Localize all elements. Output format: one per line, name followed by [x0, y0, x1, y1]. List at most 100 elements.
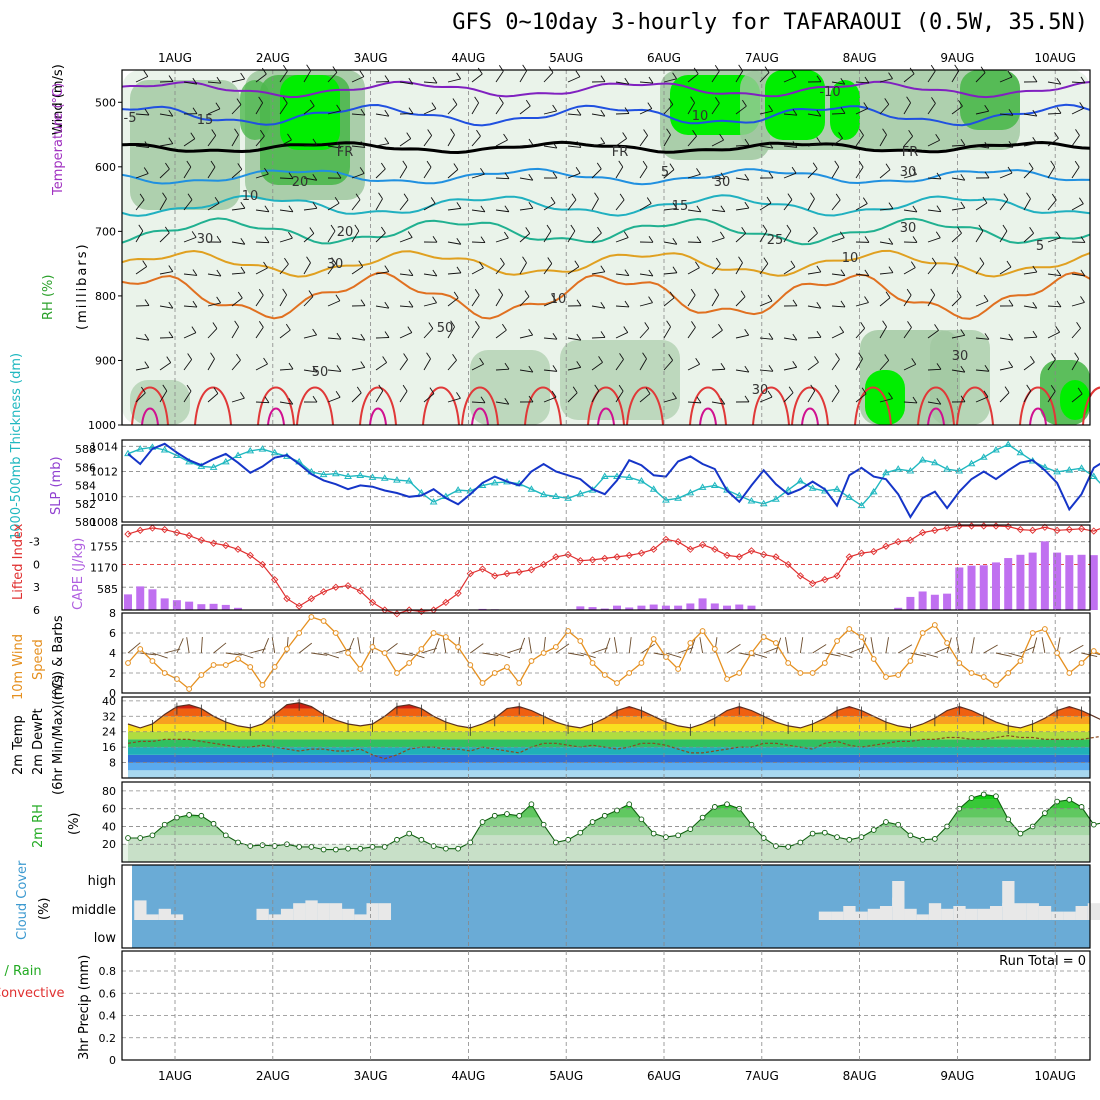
- wind-barb: [615, 81, 629, 85]
- wind-barb-flag: [285, 323, 291, 331]
- rh-marker: [993, 793, 999, 800]
- wind-barb: [255, 241, 270, 244]
- wind-speed-marker: [455, 644, 461, 650]
- lifted-index-marker: [527, 566, 536, 574]
- wind-barb: [615, 332, 628, 339]
- wind-barb-flag: [384, 137, 390, 144]
- wind-barb: [1071, 203, 1084, 211]
- thickness-marker: [833, 485, 841, 492]
- wind-barb: [351, 392, 362, 403]
- date-label-top: 3AUG: [354, 51, 388, 65]
- wind-barb: [807, 142, 821, 147]
- wind-barb: [255, 267, 268, 275]
- thickness-marker: [979, 453, 988, 460]
- wind-ylabel-line3: (m/s) & Barbs: [51, 615, 66, 705]
- wind-barb-10m: [213, 642, 227, 654]
- rh-marker: [504, 811, 510, 817]
- wind-barb-flag: [600, 265, 606, 273]
- contour-label: -5: [124, 111, 137, 126]
- wind-barb-flag: [647, 102, 653, 109]
- wind-speed-marker: [247, 664, 254, 670]
- thickness-marker: [674, 494, 683, 501]
- wind-barb: [639, 393, 651, 403]
- wind-barb-flag: [840, 77, 846, 85]
- cape-bar: [172, 600, 181, 610]
- thickness-tick: 580: [75, 516, 96, 529]
- lifted-index-tick: 0: [33, 558, 40, 571]
- wind-barb: [1071, 273, 1085, 277]
- wind-barb-flag: [768, 171, 774, 179]
- wind-barb: [207, 328, 218, 339]
- wind-barb-flag: [164, 226, 170, 234]
- wind-barb-flag: [744, 365, 750, 373]
- thickness-marker: [380, 474, 389, 481]
- rh-marker: [247, 843, 254, 849]
- wind-barb: [591, 198, 599, 211]
- date-label-bottom: 2AUG: [256, 1069, 290, 1083]
- lifted-index-marker: [796, 572, 805, 580]
- wind-barb-flag: [984, 104, 990, 112]
- wind-barb-flag: [859, 129, 864, 136]
- wind-barb: [975, 337, 989, 340]
- wind-barb-flag: [430, 197, 436, 204]
- cloud-middle-bar: [256, 908, 269, 920]
- wind-barb-10m: [763, 646, 779, 654]
- rh-shading: [930, 330, 990, 425]
- wind-barb-flag: [669, 291, 675, 299]
- wind-barb-flag: [309, 99, 315, 107]
- thickness-marker: [735, 491, 744, 499]
- wind-barb-flag: [936, 205, 942, 212]
- wind-speed-marker: [944, 640, 950, 646]
- wind-barb-10m: [335, 648, 352, 654]
- cloud-high-bar: [892, 881, 905, 907]
- contour-label: 10: [692, 109, 709, 124]
- lifted-index-marker: [234, 545, 242, 553]
- wind-barb-flag: [576, 361, 582, 368]
- wind-barb: [231, 272, 245, 275]
- wind-barb-flag: [144, 299, 150, 306]
- wind-barb-flag: [406, 132, 412, 139]
- rh-marker: [883, 819, 889, 825]
- wind-barb: [423, 81, 437, 84]
- wind-barb-flag: [600, 75, 606, 82]
- wind-barb-flag: [576, 299, 582, 306]
- wind-barb-flag: [624, 269, 630, 276]
- wind-barb-10m: [885, 637, 889, 654]
- wind-barb-flag: [432, 296, 437, 304]
- wind-barb-flag: [768, 333, 774, 340]
- wind-barb: [615, 237, 629, 243]
- wind-barb-flag: [763, 257, 769, 264]
- wind-barb: [711, 70, 720, 83]
- wind-barb: [207, 81, 221, 84]
- rh-marker: [357, 845, 364, 852]
- wind-barb-flag: [768, 104, 774, 112]
- wind-barb: [663, 272, 677, 275]
- wind-speed-marker: [222, 662, 229, 668]
- cape-bar: [625, 607, 634, 610]
- wind-barb-flag: [860, 322, 866, 329]
- cloud-middle-bar: [354, 914, 367, 920]
- wind-barb-flag: [958, 100, 963, 107]
- wind-barb-10m: [613, 637, 618, 654]
- wind-barb-flag: [1032, 137, 1038, 144]
- cape-bar: [661, 605, 670, 610]
- wind-barb: [951, 105, 963, 115]
- slp-tick: 1008: [90, 516, 118, 529]
- precip-ylabel-total: Total / Rain: [0, 964, 42, 979]
- wind-barb-10m: [186, 637, 190, 654]
- wind-speed-marker: [161, 670, 168, 676]
- wind-barb-flag: [931, 257, 937, 265]
- wind-barb: [639, 273, 653, 277]
- wind-barb-flag: [1029, 227, 1034, 234]
- thickness-marker: [613, 472, 621, 479]
- rh-panel-frame: [121, 781, 1091, 863]
- wind-speed-marker: [650, 636, 657, 642]
- wind-speed-marker: [687, 640, 694, 646]
- wind-speed-marker: [125, 660, 131, 666]
- wind-barb: [615, 305, 629, 308]
- thickness-marker: [136, 445, 145, 452]
- wind-barb: [831, 359, 840, 371]
- date-label-top: 10AUG: [1034, 51, 1076, 65]
- wind-barb: [543, 263, 553, 275]
- wind-barb-10m: [870, 637, 875, 654]
